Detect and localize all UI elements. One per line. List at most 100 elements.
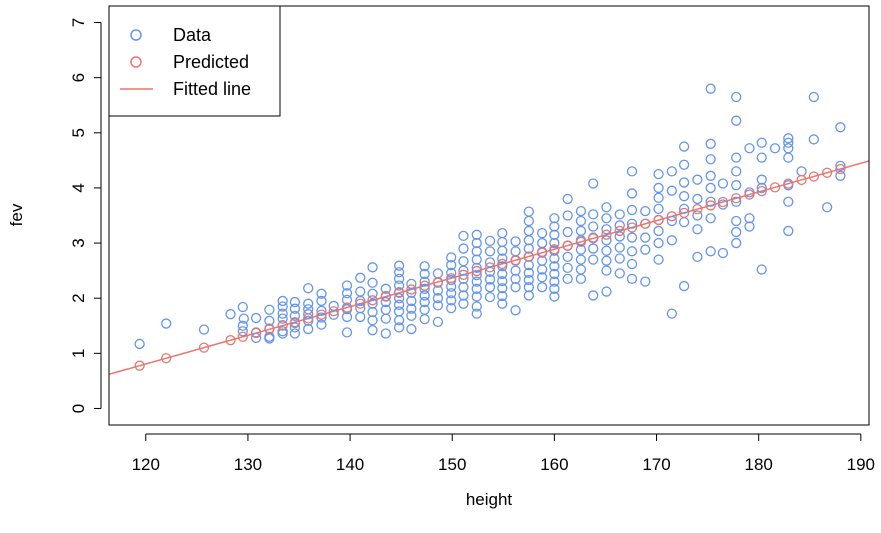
data-point [510,282,521,293]
data-point [769,143,781,154]
data-point [678,280,690,292]
data-point [328,309,339,320]
data-point [510,273,521,285]
data-point [717,247,729,259]
data-point [808,134,819,145]
predicted-point [250,327,262,339]
x-tick-label: 150 [438,455,466,474]
data-point [705,196,716,207]
data-point [341,288,353,299]
data-point [678,216,690,228]
predicted-point [783,178,794,189]
data-point [355,272,366,283]
data-point [835,160,846,172]
data-point [588,221,599,232]
predicted-point [406,284,417,295]
data-point [640,232,651,243]
data-point [692,174,703,185]
legend-data-marker [130,29,142,41]
data-point [653,182,664,194]
data-point [653,254,664,265]
data-point [484,274,496,285]
data-point [432,268,444,279]
data-point [458,282,469,293]
data-point [588,290,599,301]
data-point [626,246,638,257]
predicted-point [341,302,353,313]
data-point [640,205,651,217]
data-point [614,242,625,253]
predicted-point [731,193,742,204]
data-point [523,243,534,254]
data-point [666,215,677,227]
data-point [419,276,430,287]
data-point [640,244,651,255]
predicted-point [446,273,457,284]
data-point [744,187,755,198]
legend-predicted-marker [130,56,142,68]
data-point [380,296,391,308]
predicted-point [692,204,703,215]
data-point [393,322,405,333]
data-point [484,246,496,257]
data-point [510,246,521,257]
predicted-point [393,287,405,299]
x-tick-label: 170 [642,455,670,474]
data-point [731,91,742,103]
data-point [626,204,638,216]
data-point [237,326,248,337]
data-point [510,305,521,316]
predicted-point [289,316,301,328]
data-point [264,304,275,315]
data-point [731,152,742,163]
data-point [601,245,612,256]
data-point [601,255,612,266]
data-point [601,224,612,235]
data-point [289,296,301,308]
data-point [575,205,587,217]
data-point [783,196,794,207]
predicted-point [821,167,833,178]
data-point [588,243,599,254]
predicted-point [536,247,548,258]
data-point [484,235,496,247]
data-point [626,232,638,243]
data-point [562,193,573,205]
data-point [497,275,508,287]
data-point [756,174,767,185]
data-point [432,316,444,328]
data-point [731,166,742,177]
data-point [458,230,469,242]
data-point [626,166,638,177]
data-point [588,178,599,189]
data-point [705,246,716,257]
data-point [796,166,807,177]
data-point [549,237,560,249]
data-point [601,202,612,213]
data-point [536,227,548,239]
data-point [471,308,482,319]
data-point [406,303,417,314]
data-point [562,226,573,238]
data-point [549,229,560,240]
predicted-point [744,189,755,200]
data-point [678,159,690,170]
data-point [523,206,534,217]
data-point [562,273,573,285]
x-tick-label: 140 [336,455,364,474]
y-axis: 0 1 2 3 4 5 6 7 [69,18,102,413]
data-point [367,325,378,336]
predicted-point [769,182,781,193]
predicted-point [161,353,172,364]
predicted-point [303,313,314,324]
data-point [484,282,496,293]
data-point [406,323,417,335]
predicted-point [380,291,391,302]
data-point [367,298,378,309]
data-point [808,91,819,103]
data-point [783,143,794,154]
predicted-point [717,196,729,208]
data-point [626,188,638,199]
data-point [523,282,534,293]
predicted-point [225,335,236,346]
